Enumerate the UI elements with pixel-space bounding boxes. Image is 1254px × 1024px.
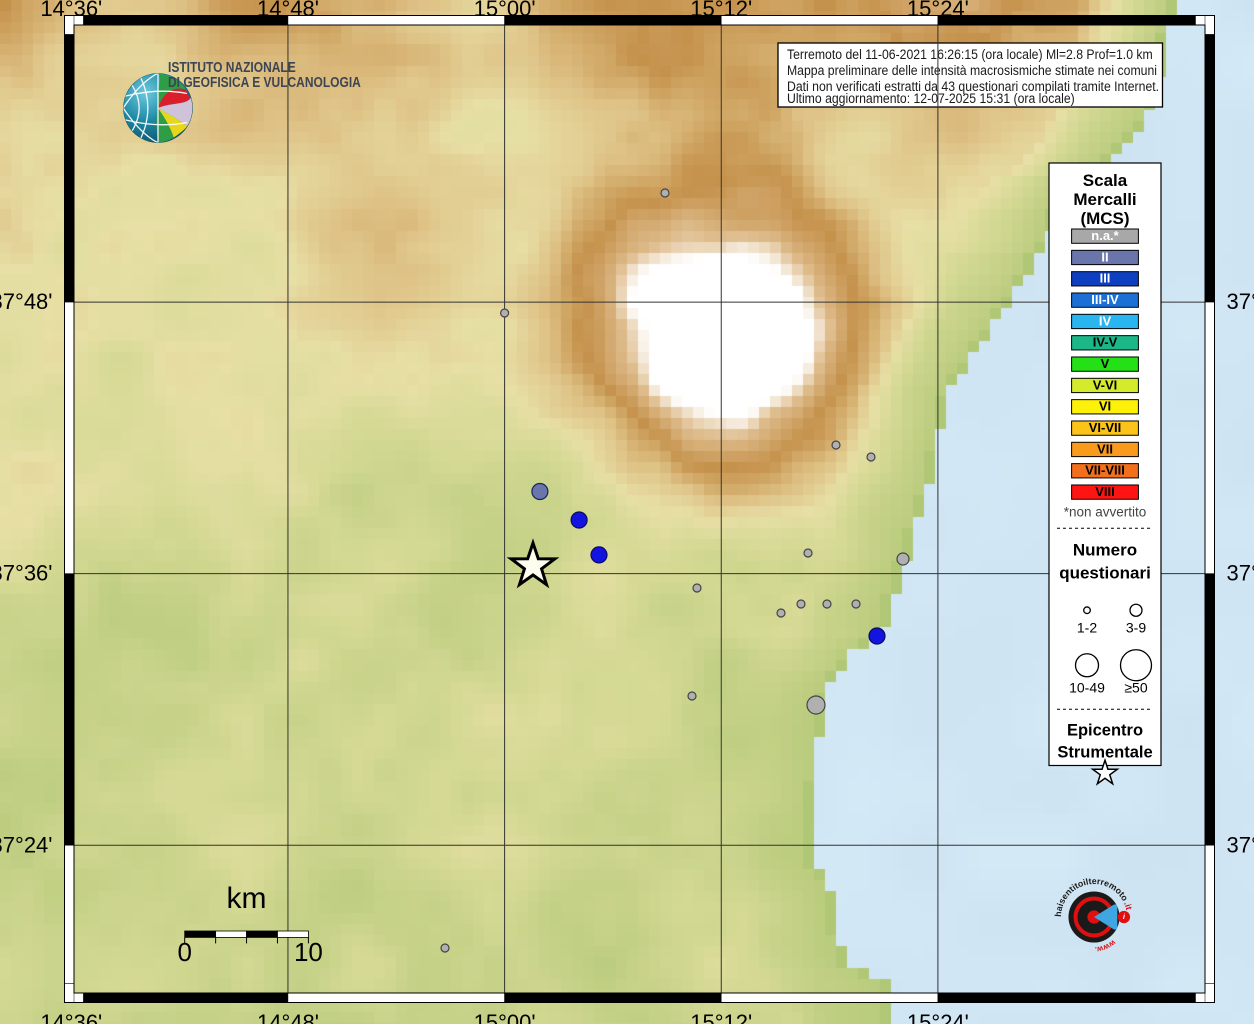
- svg-text:Mercalli: Mercalli: [1073, 190, 1136, 209]
- svg-text:15°12': 15°12': [690, 1010, 752, 1024]
- svg-text:0: 0: [177, 937, 191, 967]
- svg-text:15°12': 15°12': [690, 0, 752, 21]
- svg-text:km: km: [227, 882, 267, 915]
- svg-text:VIII: VIII: [1095, 484, 1115, 499]
- svg-text:≥50: ≥50: [1124, 679, 1147, 695]
- svg-text:37°36': 37°36': [0, 561, 53, 586]
- svg-text:Mappa preliminare delle intens: Mappa preliminare delle intensità macros…: [787, 62, 1157, 78]
- svg-text:37°48': 37°48': [1227, 289, 1254, 314]
- svg-text:VII: VII: [1097, 441, 1113, 456]
- svg-text:questionari: questionari: [1059, 563, 1151, 582]
- svg-text:14°48': 14°48': [257, 1010, 319, 1024]
- svg-text:Terremoto del 11-06-2021 16:26: Terremoto del 11-06-2021 16:26:15 (ora l…: [787, 46, 1153, 62]
- svg-text:V: V: [1101, 356, 1110, 371]
- svg-text:VII-VIII: VII-VIII: [1085, 463, 1125, 478]
- svg-text:14°48': 14°48': [257, 0, 319, 21]
- svg-text:37°24': 37°24': [0, 832, 53, 857]
- svg-text:.it: .it: [1122, 900, 1134, 911]
- svg-text:Epicentro: Epicentro: [1067, 721, 1143, 739]
- svg-text:14°36': 14°36': [40, 0, 102, 21]
- svg-text:37°24': 37°24': [1227, 832, 1254, 857]
- svg-text:15°00': 15°00': [474, 1010, 536, 1024]
- svg-text:V-VI: V-VI: [1093, 377, 1118, 392]
- svg-text:II: II: [1101, 249, 1108, 264]
- svg-text:Scala: Scala: [1083, 171, 1128, 190]
- svg-text:15°00': 15°00': [474, 0, 536, 21]
- svg-text:IV: IV: [1099, 313, 1112, 328]
- svg-text:37°48': 37°48': [0, 289, 53, 314]
- svg-text:Ultimo aggiornamento: 12-07-20: Ultimo aggiornamento: 12-07-2025 15:31 (…: [787, 90, 1075, 106]
- svg-text:n.a.*: n.a.*: [1091, 228, 1119, 243]
- svg-text:37°36': 37°36': [1227, 561, 1254, 586]
- svg-text:1-2: 1-2: [1077, 619, 1097, 635]
- svg-text:(MCS): (MCS): [1080, 209, 1129, 228]
- svg-text:III: III: [1100, 271, 1111, 286]
- svg-text:*non avvertito: *non avvertito: [1064, 504, 1147, 519]
- svg-text:15°24': 15°24': [907, 0, 969, 21]
- svg-text:14°36': 14°36': [40, 1010, 102, 1024]
- svg-text:10: 10: [294, 937, 323, 967]
- svg-text:IV-V: IV-V: [1093, 335, 1118, 350]
- svg-text:3-9: 3-9: [1126, 619, 1146, 635]
- svg-text:10-49: 10-49: [1069, 679, 1105, 695]
- svg-text:DI GEOFISICA E VULCANOLOGIA: DI GEOFISICA E VULCANOLOGIA: [168, 74, 361, 91]
- svg-text:15°24': 15°24': [907, 1010, 969, 1024]
- svg-text:Numero: Numero: [1073, 540, 1137, 559]
- svg-text:III-IV: III-IV: [1091, 292, 1119, 307]
- svg-text:VI-VII: VI-VII: [1089, 420, 1122, 435]
- svg-text:VI: VI: [1099, 399, 1111, 414]
